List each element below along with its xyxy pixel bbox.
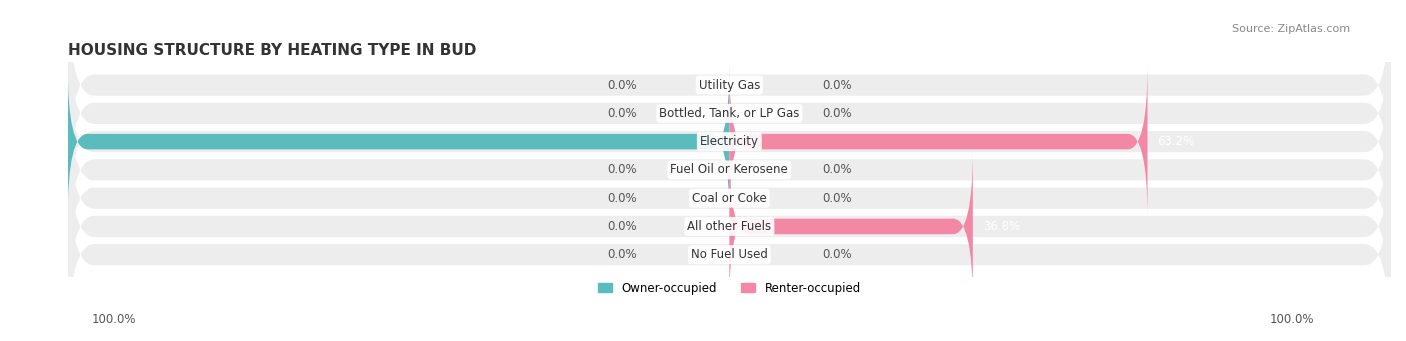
Text: 0.0%: 0.0%	[823, 192, 852, 205]
Text: 0.0%: 0.0%	[607, 163, 637, 176]
FancyBboxPatch shape	[67, 152, 1391, 341]
Text: Fuel Oil or Kerosene: Fuel Oil or Kerosene	[671, 163, 789, 176]
Text: Source: ZipAtlas.com: Source: ZipAtlas.com	[1232, 24, 1350, 34]
FancyBboxPatch shape	[67, 68, 1391, 272]
Text: 0.0%: 0.0%	[607, 192, 637, 205]
FancyBboxPatch shape	[730, 149, 973, 303]
Text: Utility Gas: Utility Gas	[699, 78, 761, 92]
Text: 100.0%: 100.0%	[91, 313, 136, 326]
Text: 0.0%: 0.0%	[607, 248, 637, 261]
Text: HOUSING STRUCTURE BY HEATING TYPE IN BUD: HOUSING STRUCTURE BY HEATING TYPE IN BUD	[67, 43, 477, 58]
Text: No Fuel Used: No Fuel Used	[690, 248, 768, 261]
Text: 0.0%: 0.0%	[607, 220, 637, 233]
FancyBboxPatch shape	[67, 39, 1391, 244]
Text: 0.0%: 0.0%	[607, 107, 637, 120]
FancyBboxPatch shape	[67, 96, 1391, 301]
Text: 0.0%: 0.0%	[607, 78, 637, 92]
FancyBboxPatch shape	[67, 11, 1391, 216]
FancyBboxPatch shape	[67, 0, 1391, 188]
Text: 36.8%: 36.8%	[983, 220, 1019, 233]
Legend: Owner-occupied, Renter-occupied: Owner-occupied, Renter-occupied	[593, 277, 865, 299]
Text: Electricity: Electricity	[700, 135, 759, 148]
FancyBboxPatch shape	[67, 64, 730, 219]
Text: 100.0%: 100.0%	[13, 135, 58, 148]
Text: 0.0%: 0.0%	[823, 248, 852, 261]
FancyBboxPatch shape	[67, 124, 1391, 329]
FancyBboxPatch shape	[730, 64, 1147, 219]
Text: 0.0%: 0.0%	[823, 163, 852, 176]
Text: All other Fuels: All other Fuels	[688, 220, 772, 233]
Text: Coal or Coke: Coal or Coke	[692, 192, 766, 205]
Text: Bottled, Tank, or LP Gas: Bottled, Tank, or LP Gas	[659, 107, 800, 120]
Text: 0.0%: 0.0%	[823, 107, 852, 120]
Text: 0.0%: 0.0%	[823, 78, 852, 92]
Text: 100.0%: 100.0%	[1270, 313, 1315, 326]
Text: 63.2%: 63.2%	[1157, 135, 1195, 148]
